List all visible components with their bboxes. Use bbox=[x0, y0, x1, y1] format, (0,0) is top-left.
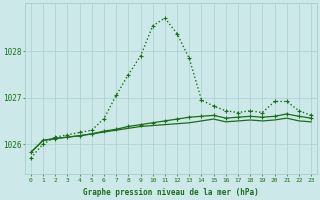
X-axis label: Graphe pression niveau de la mer (hPa): Graphe pression niveau de la mer (hPa) bbox=[83, 188, 259, 197]
